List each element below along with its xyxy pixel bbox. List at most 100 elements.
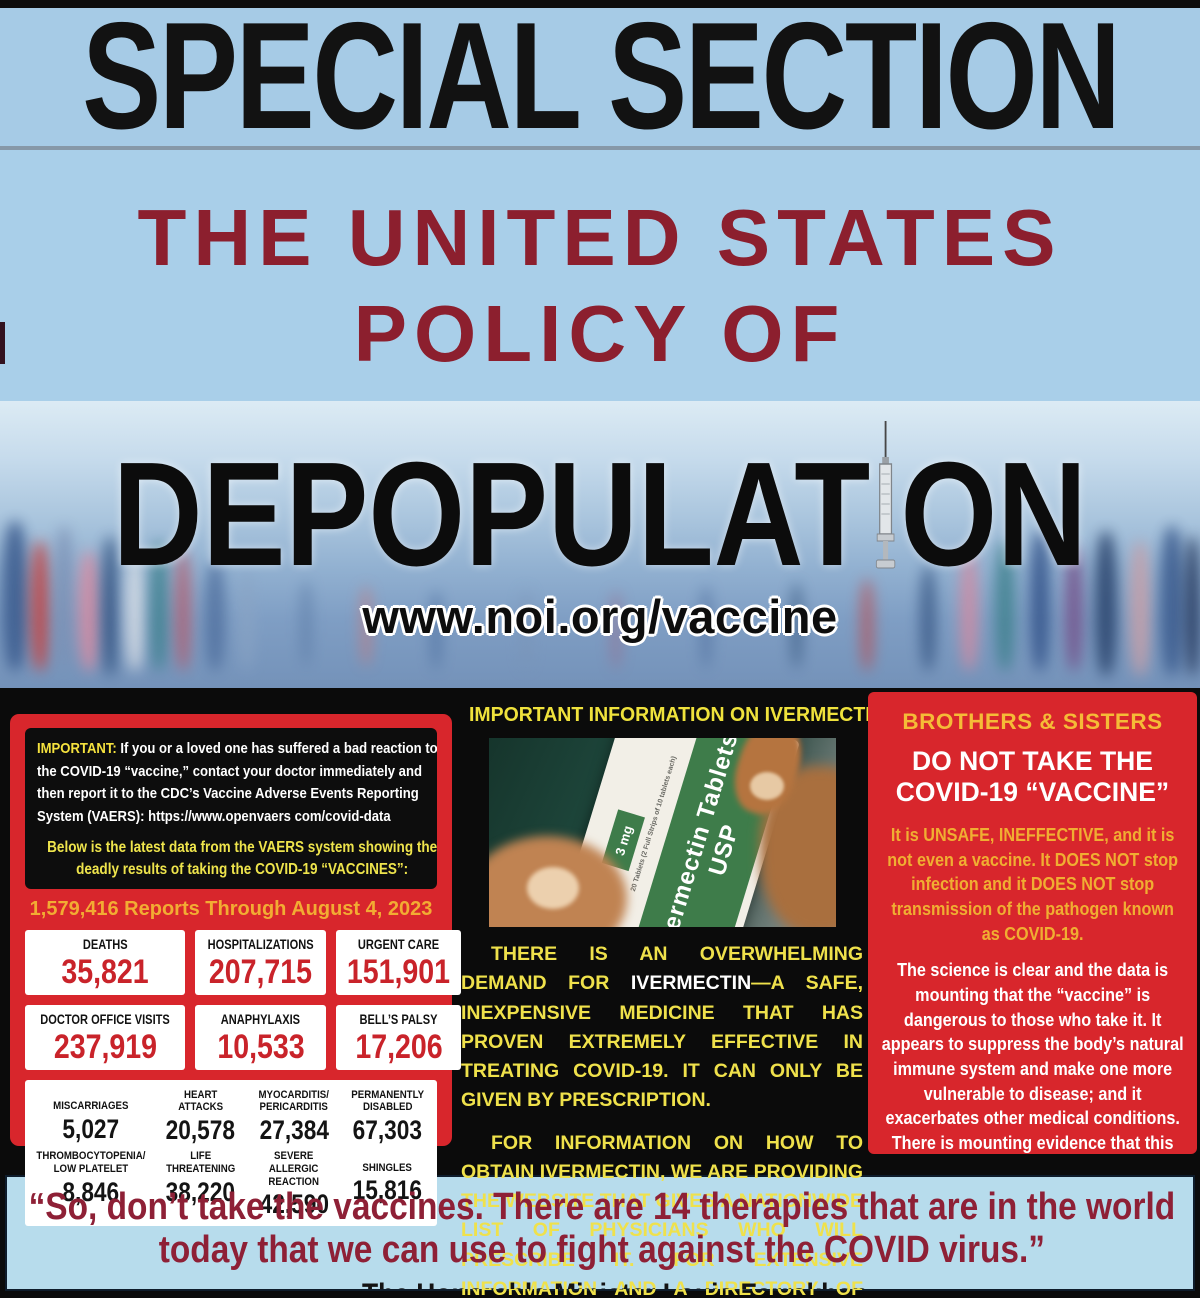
hero-url-row: www.noi.org/vaccine (0, 589, 1200, 644)
content-band: IMPORTANT: If you or a loved one has suf… (0, 688, 1200, 1298)
crowd-figure (125, 556, 145, 671)
crowd-figure (960, 551, 978, 671)
stat-miscarriages: MISCARRIAGES 5,027 (28, 1089, 154, 1145)
crowd-figure (1185, 536, 1200, 676)
fingernail-top-right (749, 772, 784, 800)
stat-label: BELL’S PALSY (359, 1012, 438, 1028)
stat-label: THROMBOCYTOPENIA/ LOW PLATELET (36, 1150, 146, 1175)
stat-value: 17,206 (355, 1028, 443, 1067)
vaers-secondary-stats: MISCARRIAGES 5,027 HEART ATTACKS 20,578 … (25, 1079, 437, 1226)
vaers-reports-line: 1,579,416 Reports Through August 4, 2023 (29, 898, 433, 921)
depopulation-text-start: DEPOPULAT (112, 432, 871, 597)
special-section-title: SPECIAL SECTION (81, 0, 1121, 150)
crowd-figure (610, 591, 622, 669)
crowd-figure (1065, 546, 1083, 671)
stat-permanently-disabled: PERMANENTLY DISABLED 67,303 (341, 1089, 434, 1145)
stat-label: SHINGLES (362, 1161, 413, 1174)
ivermectin-photo: 20 Tablets (2 Full Strips of 10 tablets … (488, 738, 836, 927)
stat-heart-attacks: HEART ATTACKS 20,578 (154, 1089, 247, 1145)
warning-heading: DO NOT TAKE THE COVID-19 “VACCINE” (895, 746, 1170, 807)
crowd-figure (790, 583, 803, 668)
crowd-figure (205, 561, 225, 671)
stat-bells-palsy: BELL’S PALSY 17,206 (336, 1005, 462, 1070)
stat-label: DEATHS (82, 937, 128, 953)
stat-value: 67,303 (352, 1115, 422, 1145)
stat-label: PERMANENTLY DISABLED (350, 1088, 424, 1114)
stat-urgent-care: URGENT CARE 151,901 (336, 930, 462, 996)
warning-box: BROTHERS & SISTERS DO NOT TAKE THE COVID… (868, 692, 1197, 1154)
stat-value: 5,027 (62, 1113, 120, 1144)
crowd-figure (360, 586, 372, 666)
stat-label: MYOCARDITIS/ PERICARDITIS (258, 1088, 330, 1114)
depopulation-hero: DEPOPULAT ON www.noi.org/vaccine (0, 401, 1200, 688)
depopulation-text: DEPOPULAT ON (113, 415, 1087, 589)
scan-artifact (0, 322, 5, 364)
stat-thrombocytopenia: THROMBOCYTOPENIA/ LOW PLATELET 8,846 (28, 1150, 154, 1218)
stat-label: HEART ATTACKS (178, 1088, 223, 1114)
para1-rest: —A SAFE, INEXPENSIVE MEDICINE THAT HAS P… (461, 972, 864, 1112)
noi-vaccine-url: www.noi.org/vaccine (362, 590, 838, 643)
warning-paragraph-1: It is UNSAFE, INEFFECTIVE, and it is not… (887, 825, 1179, 944)
stat-hospitalizations: HOSPITALIZATIONS 207,715 (195, 930, 327, 996)
stat-label: URGENT CARE (358, 937, 440, 953)
stat-value: 27,384 (259, 1115, 329, 1145)
crowd-figure (920, 566, 936, 671)
crowd-figure (1030, 531, 1050, 671)
crowd-figure (30, 541, 50, 671)
ivermectin-paragraph-1: THERE IS AN OVERWHELMING DEMAND FOR IVER… (461, 940, 863, 1116)
farrakhan-quote: “So, don’t take the vaccines. There are … (28, 1186, 1176, 1272)
vaers-subhead: Below is the latest data from the VAERS … (47, 839, 437, 878)
quote-box: “So, don’t take the vaccines. There are … (5, 1175, 1195, 1291)
crowd-figure (55, 526, 73, 671)
crowd-figure (1160, 526, 1184, 676)
stat-value: 35,821 (61, 953, 149, 992)
crowd-figure (150, 541, 168, 671)
stat-doctor-office-visits: DOCTOR OFFICE VISITS 237,919 (25, 1005, 186, 1070)
important-label: IMPORTANT: (37, 740, 117, 757)
quote-attribution: —The Honorable Minister Louis Farrakhan (7, 1278, 1193, 1289)
depopulation-text-end: ON (900, 432, 1088, 597)
para1-highlight: IVERMECTIN (630, 972, 752, 995)
ivermectin-column: IMPORTANT INFORMATION ON IVERMECTIN 20 T… (458, 688, 885, 1298)
stat-deaths: DEATHS 35,821 (25, 930, 186, 996)
important-text: If you or a loved one has suffered a bad… (37, 740, 437, 825)
headline-line-1: THE UNITED STATES (137, 193, 1063, 282)
stat-label: HOSPITALIZATIONS (207, 937, 314, 953)
stat-anaphylaxis: ANAPHYLAXIS 10,533 (195, 1005, 327, 1070)
crowd-figure (102, 536, 118, 676)
warning-eyebrow: BROTHERS & SISTERS (902, 709, 1163, 734)
crowd-figure (700, 586, 712, 668)
vaers-important-paragraph: IMPORTANT: If you or a loved one has suf… (37, 738, 437, 828)
para1-lead: THERE IS AN OVERWHELMING DEMAND FOR (461, 943, 863, 995)
stat-value: 237,919 (53, 1028, 157, 1067)
stat-shingles: SHINGLES 15,816 (341, 1150, 434, 1218)
headline-section: THE UNITED STATES POLICY OF (0, 150, 1200, 401)
crowd-figure (860, 579, 874, 671)
stat-value: 8,846 (62, 1176, 120, 1207)
stat-label: DOCTOR OFFICE VISITS (40, 1012, 170, 1028)
stat-life-threatening: LIFE THREATENING 38,220 (154, 1150, 247, 1218)
stat-value: 207,715 (209, 953, 313, 992)
syringe-icon (873, 421, 898, 595)
stat-value: 15,816 (352, 1175, 422, 1206)
stat-value: 20,578 (165, 1115, 236, 1145)
crowd-figure (430, 591, 442, 669)
stat-value: 42,590 (259, 1189, 329, 1220)
special-section-banner: SPECIAL SECTION (0, 0, 1200, 150)
crowd-figure (78, 551, 100, 671)
ivermectin-header: IMPORTANT INFORMATION ON IVERMECTIN (458, 703, 885, 727)
crowd-figure (1095, 531, 1117, 676)
stat-value: 151,901 (347, 953, 451, 992)
ivermectin-header-text: IMPORTANT INFORMATION ON IVERMECTIN (468, 703, 885, 726)
quote-section: “So, don’t take the vaccines. There are … (0, 1172, 1200, 1298)
crowd-figure (520, 589, 532, 669)
stat-label: ANAPHYLAXIS (220, 1012, 301, 1028)
stat-value: 10,533 (216, 1028, 305, 1067)
crowd-figure (2, 521, 28, 671)
vaers-important-panel: IMPORTANT: If you or a loved one has suf… (25, 728, 437, 890)
stat-label: SEVERE ALLERGIC REACTION (268, 1150, 320, 1188)
crowd-figure (300, 581, 312, 666)
stat-myocarditis: MYOCARDITIS/ PERICARDITIS 27,384 (247, 1089, 340, 1145)
warning-paragraph-2: The science is clear and the data is mou… (881, 960, 1184, 1153)
